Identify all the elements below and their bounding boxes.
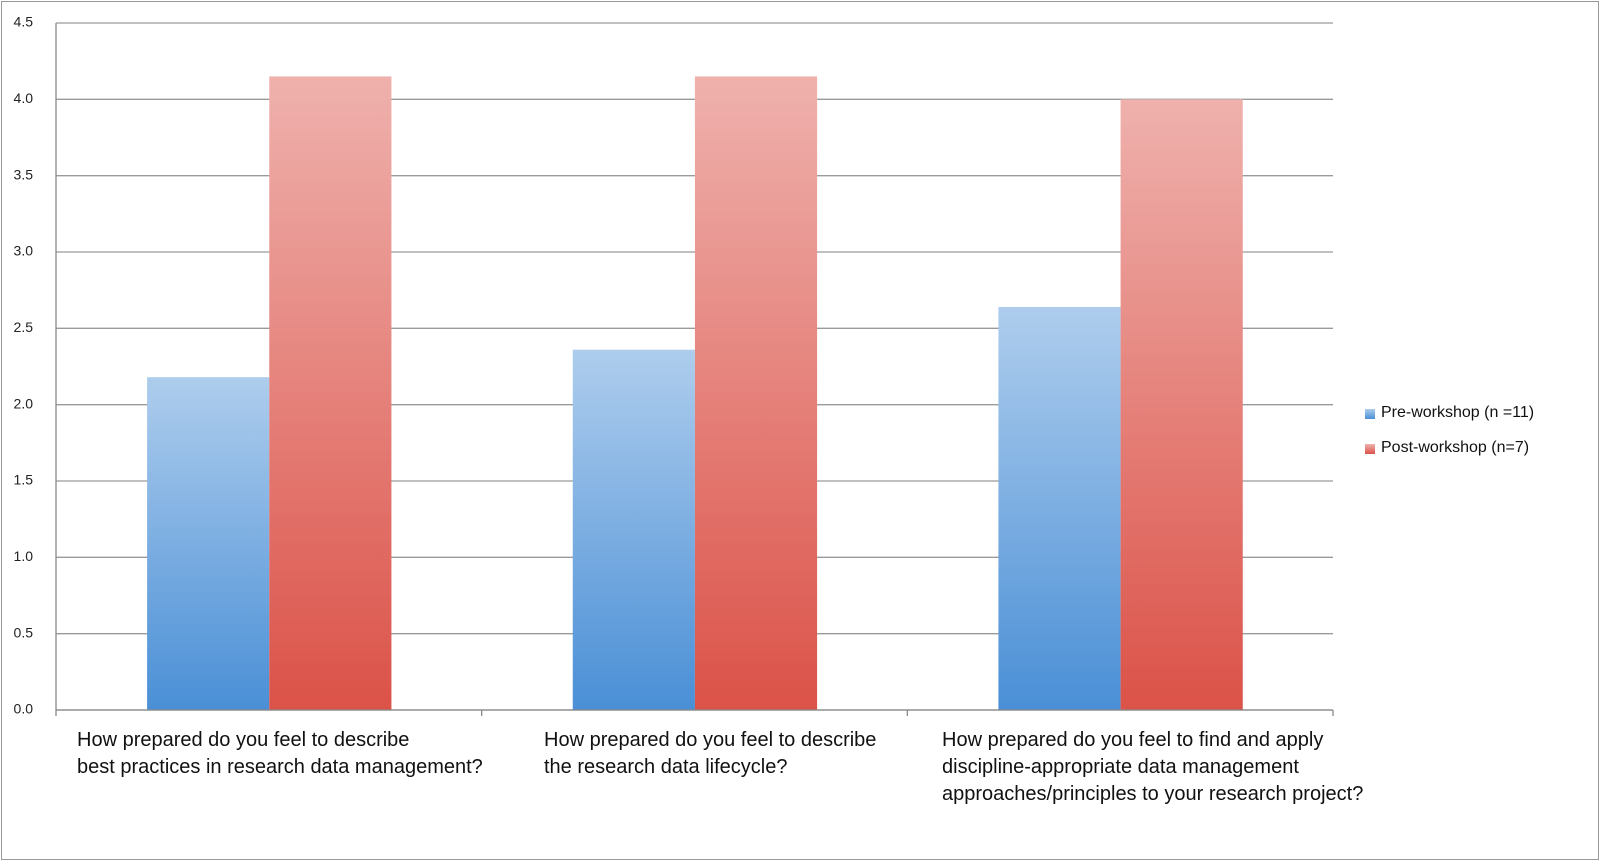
- bar: [572, 349, 695, 710]
- legend-label: Post-workshop (n=7): [1381, 439, 1530, 456]
- bar: [1120, 99, 1243, 711]
- y-tick-label: 1.5: [14, 472, 34, 488]
- x-tick-label: How prepared do you feel to describe the…: [544, 729, 877, 778]
- x-tick-label: How prepared do you feel to find and app…: [942, 729, 1364, 805]
- y-tick-label: 2.5: [14, 319, 34, 335]
- bar: [694, 76, 818, 710]
- y-tick-label: 3.5: [14, 166, 34, 182]
- legend-label: Pre-workshop (n =11): [1381, 404, 1535, 421]
- y-tick-label: 4.5: [14, 14, 34, 30]
- legend-swatch: [1365, 444, 1375, 454]
- y-tick-label: 4.0: [14, 90, 34, 106]
- y-tick-label: 3.0: [14, 243, 34, 259]
- y-tick-label: 0.0: [14, 701, 34, 717]
- bar: [147, 377, 270, 710]
- y-tick-label: 1.0: [14, 548, 34, 564]
- bar: [998, 306, 1121, 710]
- y-tick-label: 2.0: [14, 395, 34, 411]
- x-tick-label: How prepared do you feel to describe bes…: [77, 729, 483, 778]
- legend-swatch: [1365, 409, 1375, 419]
- bar: [269, 76, 392, 710]
- y-tick-label: 0.5: [14, 624, 34, 640]
